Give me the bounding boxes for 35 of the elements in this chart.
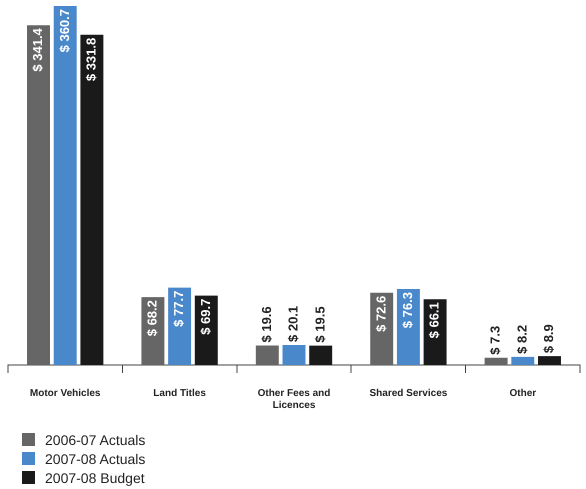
bar	[27, 25, 50, 365]
data-label: $ 69.7	[198, 298, 213, 335]
x-tick-label: Motor Vehicles	[30, 388, 101, 399]
x-tick-label: Other	[509, 388, 536, 399]
data-label: $ 20.1	[286, 306, 301, 342]
legend-label: 2007-08 Actuals	[45, 450, 146, 466]
data-label: $ 76.3	[400, 292, 415, 328]
data-label: $ 19.6	[258, 306, 274, 342]
data-label: $ 68.2	[144, 300, 160, 336]
legend-label: 2006-07 Actuals	[45, 432, 146, 448]
data-label: $ 341.4	[30, 27, 46, 72]
data-label: $ 19.5	[312, 306, 328, 343]
bar	[511, 356, 534, 365]
data-label: $ 7.3	[488, 326, 503, 355]
data-label: $ 66.1	[426, 302, 442, 338]
bar	[80, 34, 104, 365]
bar	[309, 346, 332, 365]
bar	[168, 288, 192, 365]
data-label: $ 72.6	[373, 296, 388, 332]
bar	[396, 289, 420, 365]
x-tick-label: Land Titles	[153, 388, 206, 399]
bar	[256, 345, 279, 365]
legend-label: 2007-08 Budget	[45, 470, 145, 486]
bar	[370, 292, 394, 365]
bar	[484, 358, 508, 365]
data-label: $ 8.2	[514, 324, 530, 354]
x-tick-label: Other Fees and Licences	[258, 388, 330, 411]
bar	[538, 356, 561, 365]
x-tick-label: Shared Services	[369, 388, 448, 399]
bar	[282, 344, 306, 365]
data-label: $ 331.8	[83, 38, 98, 82]
data-label: $ 360.7	[56, 9, 72, 52]
bar	[54, 6, 77, 365]
data-label: $ 77.7	[171, 290, 186, 327]
data-label: $ 8.9	[541, 324, 556, 354]
